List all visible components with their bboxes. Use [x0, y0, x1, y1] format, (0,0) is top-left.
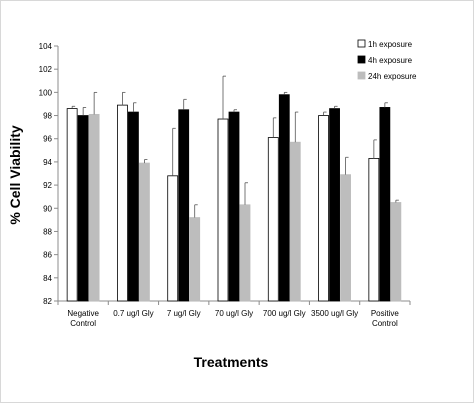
y-tick-label: 88: [43, 227, 52, 236]
legend-label: 1h exposure: [368, 40, 413, 49]
x-category-label: 7 ug/l Gly: [167, 309, 201, 318]
y-tick-label: 98: [43, 112, 52, 121]
bar-4h-exposure: [379, 107, 391, 302]
bar-4h-exposure: [128, 111, 139, 302]
legend: 1h exposure 4h exposure 24h exposure: [357, 39, 417, 81]
bar-24h-exposure: [139, 162, 150, 302]
x-category-label: 70 ug/l Gly: [215, 309, 253, 318]
bar-24h-exposure: [390, 202, 402, 302]
x-category-label: 0.7 ug/l Gly: [113, 309, 153, 318]
y-tick-label: 90: [43, 204, 52, 213]
legend-swatch: [357, 39, 366, 48]
y-tick-label: 82: [43, 297, 52, 306]
bar-24h-exposure: [239, 204, 251, 302]
legend-label: 24h exposure: [368, 72, 417, 81]
bar-24h-exposure: [189, 217, 201, 302]
y-tick-label: 102: [39, 65, 53, 74]
x-category-label: 3500 ug/l Gly: [311, 309, 358, 318]
legend-swatch: [357, 71, 366, 80]
bar-4h-exposure: [278, 94, 290, 302]
x-category-label: Positive Control: [371, 309, 400, 328]
bar-4h-exposure: [228, 111, 240, 302]
x-category-label: Negative Control: [67, 309, 99, 328]
y-tick-label: 94: [43, 158, 52, 167]
bar-1h-exposure: [117, 104, 128, 302]
y-tick-label: 100: [39, 88, 53, 97]
x-category-label: 700 ug/l Gly: [263, 309, 306, 318]
bar-4h-exposure: [178, 109, 190, 302]
y-tick-label: 104: [39, 42, 53, 51]
bar-series-group: [66, 94, 402, 302]
bar-1h-exposure: [267, 137, 279, 302]
bar-24h-exposure: [340, 174, 351, 302]
x-axis: Negative Control 0.7 ug/l Gly 7 ug/l Gly 70 …: [57, 300, 411, 328]
y-tick-label: 96: [43, 135, 52, 144]
y-axis: 82 84 86 88 90 92 94 96 98 100 102 104: [39, 42, 59, 306]
bar-24h-exposure: [289, 141, 301, 302]
y-tick-label: 84: [43, 274, 52, 283]
error-bar-group: [71, 75, 399, 218]
bar-4h-exposure: [77, 115, 89, 302]
y-tick-label: 92: [43, 181, 52, 190]
bar-4h-exposure: [329, 108, 340, 302]
bar-1h-exposure: [318, 115, 329, 302]
bar-1h-exposure: [368, 158, 380, 302]
y-axis-title: % Cell Viability: [7, 125, 23, 225]
legend-label: 4h exposure: [368, 56, 413, 65]
x-axis-title: Treatments: [194, 354, 269, 370]
bar-24h-exposure: [88, 113, 100, 302]
y-tick-label: 86: [43, 251, 52, 260]
bar-1h-exposure: [66, 108, 78, 302]
bar-1h-exposure: [217, 118, 229, 302]
legend-swatch: [357, 55, 366, 64]
bar-1h-exposure: [167, 175, 179, 302]
